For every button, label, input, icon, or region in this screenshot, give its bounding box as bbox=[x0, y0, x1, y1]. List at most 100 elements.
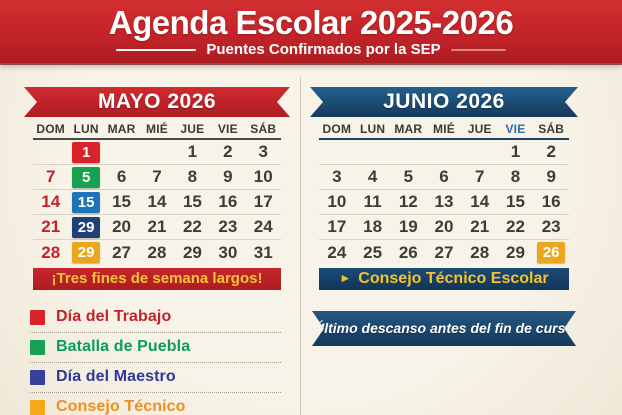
top-banner: Agenda Escolar 2025-2026 Puentes Confirm… bbox=[0, 0, 622, 63]
day-header: DOM bbox=[322, 122, 352, 136]
legend-label: Día del Trabajo bbox=[56, 308, 172, 325]
date-cell: 24 bbox=[253, 217, 273, 236]
highlighted-date-cell: 29 bbox=[68, 242, 103, 263]
legend-swatch bbox=[30, 309, 45, 325]
day-header: JUE bbox=[467, 122, 492, 136]
date-cell: 6 bbox=[439, 167, 449, 186]
legend-label: Día del Maestro bbox=[56, 368, 176, 385]
page-title: Agenda Escolar 2025-2026 bbox=[108, 4, 514, 41]
may-calendar-grid: DOM LUN MAR MIÉ JUE VIE SÁB 1 1 2 3 7 5 6 7 8 9 10 14 15 15 1… bbox=[33, 119, 281, 265]
date-cell: 16 bbox=[541, 192, 561, 211]
date-cell: 9 bbox=[223, 167, 233, 186]
highlighted-date-cell: 26 bbox=[533, 242, 569, 263]
content: MAYO 2026 DOM LUN MAR MIÉ JUE VIE SÁB 1 1 2 3 7 5 6 7 8… bbox=[0, 63, 622, 415]
day-header: LUN bbox=[73, 122, 99, 136]
date-cell: 15 bbox=[112, 192, 132, 211]
day-header: MIÉ bbox=[146, 122, 168, 136]
date-cell: 19 bbox=[398, 217, 418, 236]
date-cell: 20 bbox=[434, 217, 454, 236]
legend-label: Batalla de Puebla bbox=[56, 338, 191, 355]
date-cell: 16 bbox=[218, 192, 238, 211]
june-banner: ► Consejo Técnico Escolar bbox=[319, 268, 569, 290]
calendar-week-row: 7 5 6 7 8 9 10 bbox=[33, 165, 281, 190]
day-header: JUE bbox=[180, 122, 205, 136]
june-calendar-grid: DOM LUN MAR MIÉ JUE VIE SÁB 1 2 3 4 5 6 7 8 9 10 11 12 13 14… bbox=[319, 119, 569, 265]
highlighted-date-cell: 1 bbox=[68, 141, 103, 163]
may-calendar-section: MAYO 2026 DOM LUN MAR MIÉ JUE VIE SÁB 1 1 2 3 7 5 6 7 8… bbox=[24, 63, 290, 415]
calendar-week-row: 1 1 2 3 bbox=[33, 140, 281, 165]
date-cell: 28 bbox=[41, 242, 61, 262]
day-header: MAR bbox=[107, 122, 136, 136]
page-subtitle: Puentes Confirmados por la SEP bbox=[206, 41, 441, 58]
date-cell: 7 bbox=[475, 167, 485, 186]
date-cell: 15 bbox=[505, 192, 525, 211]
subtitle-row: Puentes Confirmados por la SEP bbox=[0, 41, 622, 58]
date-cell: 5 bbox=[403, 167, 414, 186]
date-cell: 29 bbox=[505, 242, 525, 262]
legend: Día del Trabajo Batalla de Puebla Día del … bbox=[30, 304, 281, 415]
june-calendar-section: JUNIO 2026 DOM LUN MAR MIÉ JUE VIE SÁB 1 2 3 4 5 6 7 8… bbox=[310, 63, 578, 415]
calendar-week-row: 14 15 15 14 15 16 17 bbox=[33, 190, 281, 215]
day-header-row: DOM LUN MAR MIÉ JUE VIE SÁB bbox=[319, 119, 569, 140]
date-cell: 3 bbox=[258, 142, 268, 161]
legend-item: Batalla de Puebla bbox=[30, 334, 281, 363]
date-cell: 17 bbox=[253, 192, 273, 211]
day-header: MIÉ bbox=[433, 122, 455, 136]
date-cell: 30 bbox=[218, 242, 238, 262]
legend-swatch bbox=[30, 339, 45, 355]
june-banner-label: Consejo Técnico Escolar bbox=[358, 270, 549, 287]
date-cell: 10 bbox=[253, 167, 273, 186]
date-cell: 13 bbox=[434, 192, 454, 211]
date-cell: 27 bbox=[434, 242, 454, 262]
highlighted-date-cell: 5 bbox=[68, 166, 103, 188]
date-cell: 9 bbox=[546, 167, 556, 186]
date-cell: 4 bbox=[367, 167, 378, 186]
legend-swatch bbox=[30, 369, 45, 385]
subtitle-line-left bbox=[116, 48, 197, 51]
june-ribbon-title: JUNIO 2026 bbox=[310, 87, 578, 117]
date-cell: 23 bbox=[218, 217, 238, 236]
day-header: DOM bbox=[36, 122, 66, 136]
legend-swatch bbox=[30, 399, 45, 415]
date-cell: 6 bbox=[116, 167, 127, 186]
calendar-week-row: 21 29 20 21 22 23 24 bbox=[33, 215, 281, 240]
date-cell: 25 bbox=[363, 242, 383, 262]
arrow-right-icon: ► bbox=[339, 271, 352, 285]
day-header: SÁB bbox=[250, 122, 277, 136]
date-cell: 21 bbox=[470, 217, 490, 236]
date-cell: 3 bbox=[332, 167, 342, 186]
date-cell: 24 bbox=[327, 242, 347, 262]
date-cell: 27 bbox=[112, 242, 132, 262]
day-header: LUN bbox=[359, 122, 386, 136]
date-cell: 8 bbox=[510, 167, 521, 186]
date-cell: 10 bbox=[327, 192, 347, 211]
day-header: SÁB bbox=[538, 122, 565, 136]
date-cell: 21 bbox=[41, 217, 61, 236]
date-cell: 28 bbox=[147, 242, 167, 262]
calendar-week-row: 3 4 5 6 7 8 9 bbox=[319, 165, 569, 190]
vertical-divider bbox=[300, 77, 301, 415]
date-cell: 31 bbox=[253, 242, 273, 262]
date-cell: 14 bbox=[470, 192, 490, 211]
subtitle-line-right bbox=[450, 48, 506, 51]
date-cell: 23 bbox=[541, 217, 561, 236]
date-cell: 18 bbox=[363, 217, 383, 236]
date-cell: 17 bbox=[327, 217, 347, 236]
date-cell: 14 bbox=[41, 192, 61, 211]
calendar-week-row: 10 11 12 13 14 15 16 bbox=[319, 190, 569, 215]
date-cell: 1 bbox=[510, 142, 521, 161]
date-cell: 11 bbox=[363, 192, 382, 211]
highlighted-date-cell: 29 bbox=[68, 216, 103, 238]
date-cell: 26 bbox=[398, 242, 418, 262]
legend-item: Día del Trabajo bbox=[30, 304, 281, 333]
date-cell: 7 bbox=[45, 167, 56, 186]
may-ribbon-title: MAYO 2026 bbox=[24, 87, 290, 117]
date-cell: 21 bbox=[147, 217, 167, 236]
calendar-week-row: 24 25 26 27 28 29 26 bbox=[319, 240, 569, 265]
highlighted-date-cell: 15 bbox=[68, 191, 103, 213]
calendar-week-row: 28 29 27 28 29 30 31 bbox=[33, 240, 281, 265]
date-cell: 2 bbox=[223, 142, 233, 161]
date-cell: 20 bbox=[112, 217, 132, 236]
date-cell: 2 bbox=[546, 142, 556, 161]
